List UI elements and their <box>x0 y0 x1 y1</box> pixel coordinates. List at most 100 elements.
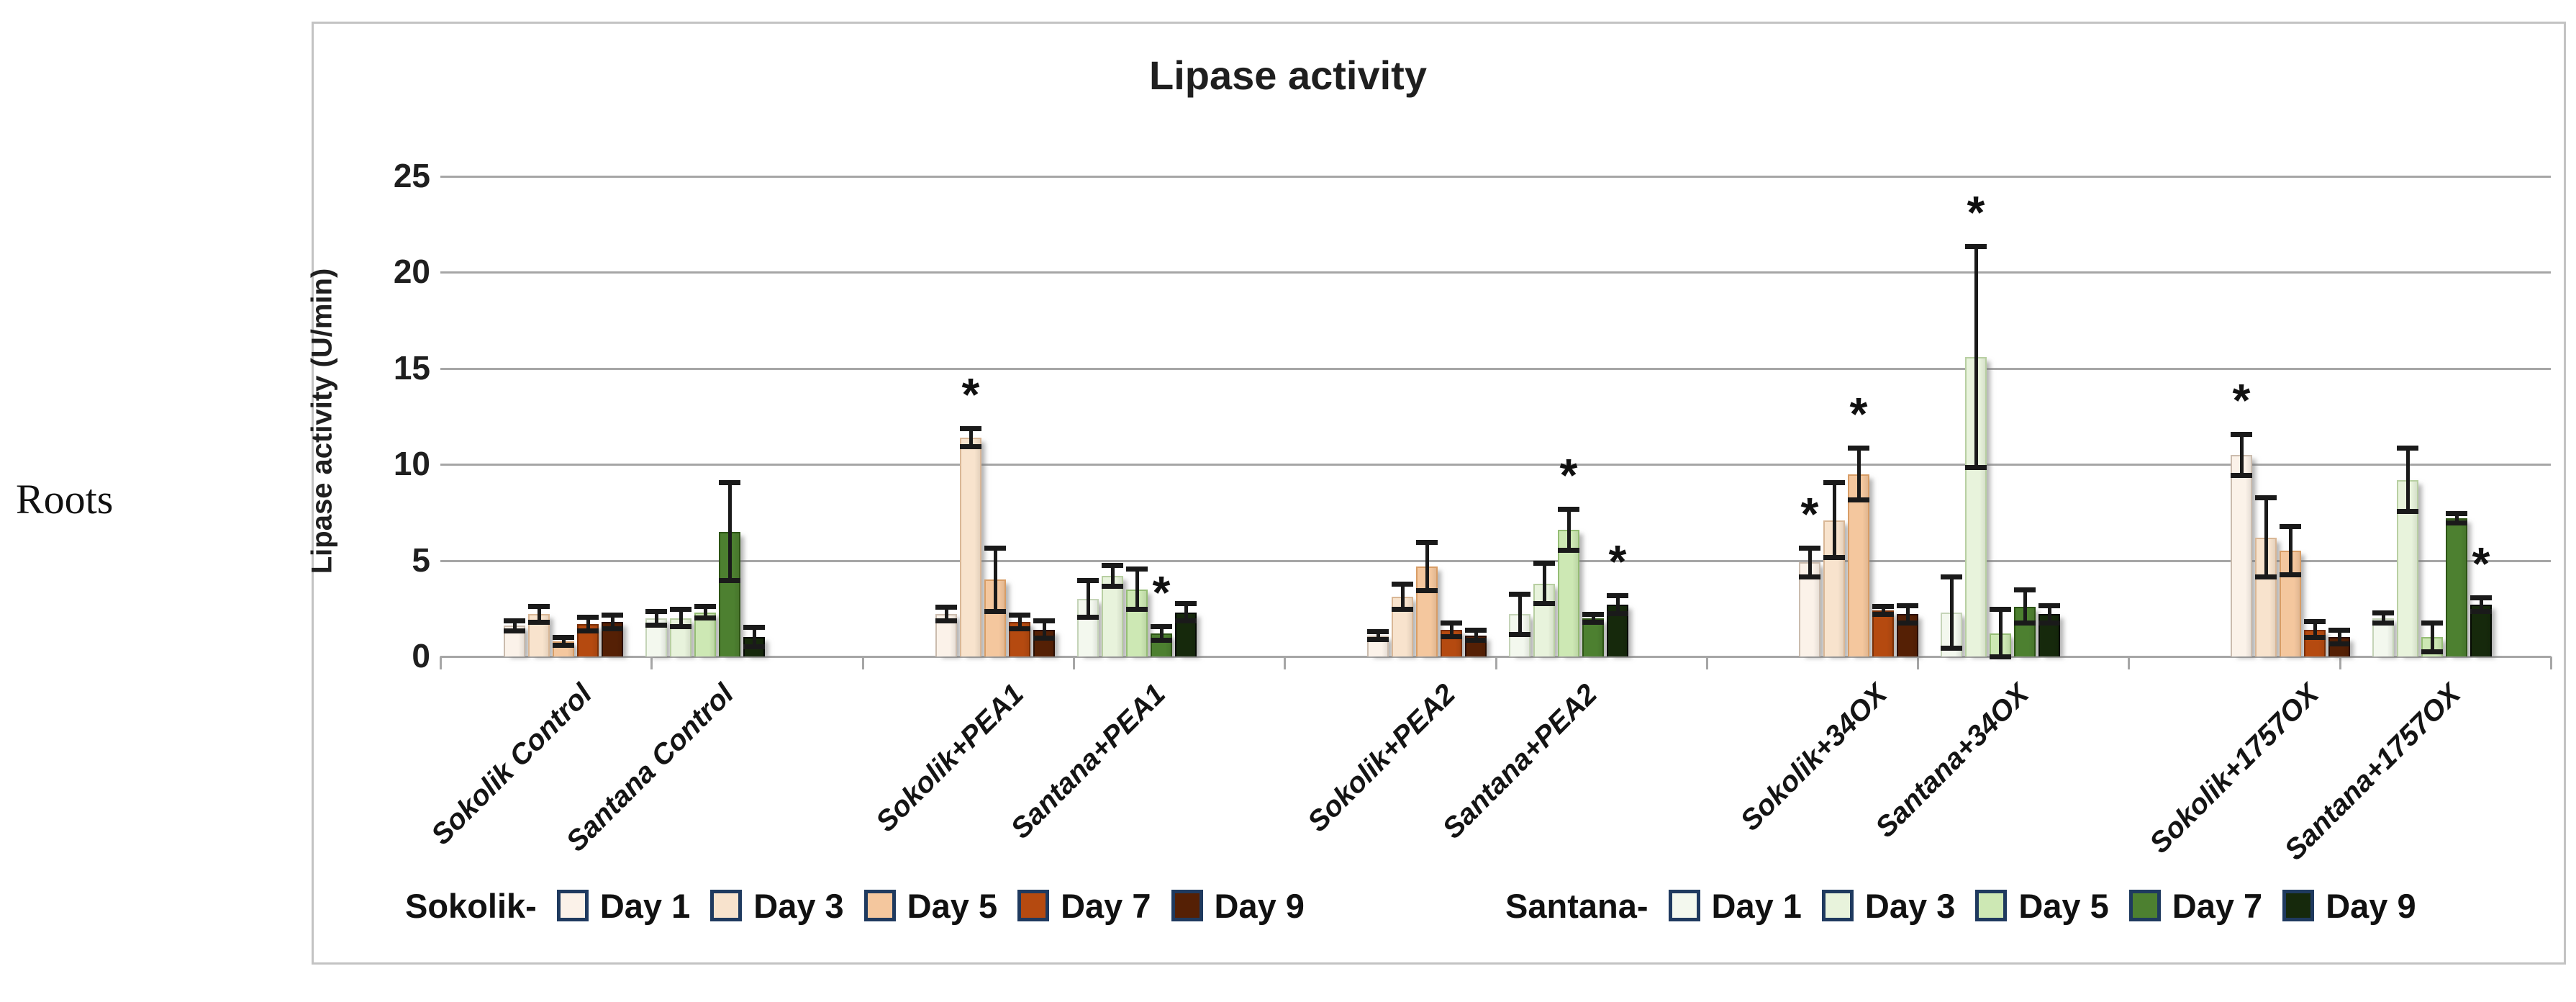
x-axis-tick <box>650 656 653 669</box>
x-axis-tick <box>1072 656 1075 669</box>
error-bar-bottom-cap <box>2304 634 2326 640</box>
error-bar-line <box>1949 577 1954 647</box>
error-bar-line <box>1425 543 1429 590</box>
error-bar-bottom-cap <box>528 619 550 625</box>
error-bar-bottom-cap <box>2470 608 2492 614</box>
error-bar-line <box>586 618 590 630</box>
error-bar-bottom-cap <box>670 624 691 630</box>
error-bar-top-cap <box>2231 432 2252 438</box>
error-bar-top-cap <box>645 608 667 614</box>
legend-day-label: Day 3 <box>1864 886 1956 925</box>
significance-star: * <box>1152 566 1171 618</box>
error-bar-bottom-cap <box>1175 618 1197 624</box>
error-bar-bottom-cap <box>935 618 957 624</box>
error-bar-bottom-cap <box>1151 637 1172 643</box>
significance-star: * <box>1608 536 1627 588</box>
error-bar-top-cap <box>602 612 623 618</box>
legend-day-label: Day 5 <box>907 886 998 925</box>
error-bar-bottom-cap <box>1582 619 1604 625</box>
error-bar-line <box>1086 581 1090 616</box>
error-bar-top-cap <box>1897 602 1918 608</box>
error-bar-line <box>1542 564 1546 603</box>
error-bar-bottom-cap <box>602 626 623 631</box>
error-bar-bottom-cap <box>1558 547 1579 553</box>
legend-day-label: Day 1 <box>599 886 691 925</box>
legend-day-label: Day 7 <box>1061 886 1151 925</box>
bar-santana-pea1-day1 <box>1077 598 1099 656</box>
error-bar-line <box>2430 623 2434 651</box>
error-bar-line <box>1184 604 1188 620</box>
error-bar-line <box>2288 528 2292 574</box>
bar-santana-1757ox-day1 <box>2372 618 2394 656</box>
error-bar-bottom-cap <box>2328 641 2350 647</box>
x-axis-tick <box>1284 656 1287 669</box>
error-bar-line <box>537 607 541 621</box>
error-bar-bottom-cap <box>1077 614 1099 620</box>
legend-day-label: Day 3 <box>753 886 844 925</box>
legend-item: Day 5 <box>1975 886 2109 926</box>
legend-item: Day 3 <box>710 886 844 926</box>
legend-day-label: Day 5 <box>2018 886 2109 925</box>
error-bar-top-cap <box>2372 610 2394 616</box>
y-tick-label: 25 <box>393 157 430 194</box>
error-bar-line <box>969 430 973 446</box>
error-bar-top-cap <box>577 614 599 620</box>
error-bar-bottom-cap <box>1823 555 1845 561</box>
error-bar-bottom-cap <box>2372 620 2394 626</box>
error-bar-line <box>2264 499 2268 576</box>
error-bar-line <box>679 610 683 626</box>
legend-swatch <box>710 890 743 921</box>
error-bar-line <box>1518 595 1522 633</box>
error-bar-bottom-cap <box>2038 620 2060 626</box>
error-bar-bottom-cap <box>1990 654 2011 659</box>
significance-star: * <box>2472 537 2490 590</box>
legend-day-label: Day 7 <box>2172 886 2263 925</box>
error-bar-bottom-cap <box>2421 649 2443 654</box>
error-bar-line <box>1591 615 1595 621</box>
error-bar-top-cap <box>2397 445 2418 451</box>
error-bar-top-cap <box>1441 620 1462 626</box>
legend-item: Day 1 <box>556 886 691 926</box>
gridline-25 <box>440 176 2551 178</box>
x-axis-tick <box>2339 656 2341 669</box>
error-bar-line <box>1881 607 1885 613</box>
error-bar-top-cap <box>1367 628 1389 634</box>
significance-star: * <box>1559 449 1578 502</box>
error-bar-top-cap <box>2038 602 2060 608</box>
legend-item: Day 7 <box>2128 886 2263 926</box>
error-bar-line <box>1474 631 1478 639</box>
gridline-5 <box>440 559 2551 562</box>
x-axis-tick <box>1917 656 1920 669</box>
error-bar-bottom-cap <box>1509 631 1530 637</box>
legend-swatch <box>863 890 896 921</box>
bar-sokolik-34ox-day7 <box>1872 610 1894 656</box>
error-bar-top-cap <box>1151 623 1172 629</box>
error-bar-top-cap <box>1509 591 1530 597</box>
x-axis-tick <box>440 656 442 669</box>
gridline-10 <box>440 464 2551 466</box>
error-bar-top-cap <box>1965 243 1987 249</box>
error-bar-bottom-cap <box>1941 645 1962 651</box>
error-bar-bottom-cap <box>1367 636 1389 642</box>
error-bar-line <box>1017 615 1022 628</box>
legend-day-label: Day 9 <box>1214 886 1305 925</box>
bar-sokolik-34ox-day5 <box>1848 474 1869 656</box>
error-bar-top-cap <box>719 479 740 485</box>
error-bar-line <box>561 638 566 644</box>
row-label: Roots <box>16 476 114 523</box>
error-bar-line <box>1042 621 1046 638</box>
error-bar-bottom-cap <box>1848 497 1869 503</box>
error-bar-bottom-cap <box>694 615 716 621</box>
error-bar-bottom-cap <box>1126 607 1148 613</box>
error-bar-bottom-cap <box>1533 601 1555 607</box>
legend-item: Day 3 <box>1821 886 1956 926</box>
error-bar-bottom-cap <box>1965 464 1987 470</box>
x-axis-tick <box>1705 656 1708 669</box>
error-bar-line <box>1832 483 1836 557</box>
error-bar-bottom-cap <box>1033 636 1055 641</box>
error-bar-bottom-cap <box>2280 572 2301 578</box>
y-tick-label: 5 <box>412 541 430 579</box>
legend-santana-prefix: Santana- <box>1505 886 1648 925</box>
legend-day-label: Day 1 <box>1711 886 1802 925</box>
error-bar-bottom-cap <box>1416 587 1438 593</box>
